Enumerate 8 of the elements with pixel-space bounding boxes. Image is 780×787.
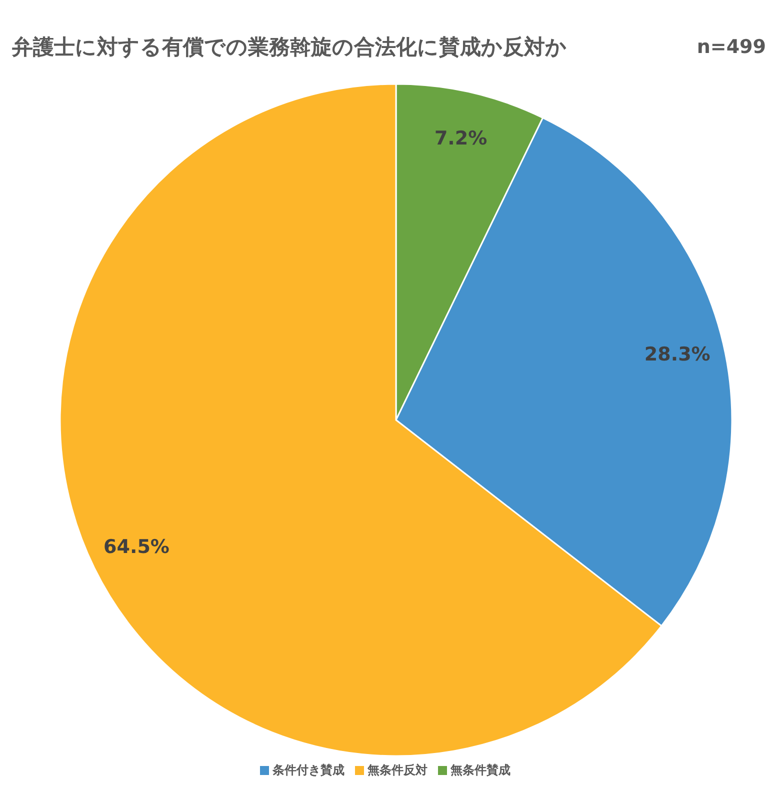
data-label: 7.2% [434, 127, 488, 150]
data-label: 28.3% [644, 343, 710, 366]
legend-label: 無条件賛成 [450, 763, 510, 777]
legend-label: 無条件反対 [368, 763, 428, 777]
legend-label: 条件付き賛成 [272, 763, 344, 777]
chart-title: 弁護士に対する有償での業務斡旋の合法化に賛成か反対か [12, 34, 567, 61]
data-label: 64.5% [104, 536, 170, 558]
text: n=499 [696, 36, 766, 58]
